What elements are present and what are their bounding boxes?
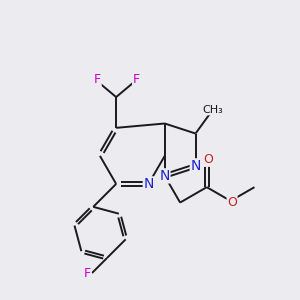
Text: O: O <box>227 196 237 209</box>
Text: N: N <box>143 177 154 191</box>
Text: CH₃: CH₃ <box>203 105 224 115</box>
Text: N: N <box>190 159 201 173</box>
Text: F: F <box>84 266 91 280</box>
Text: N: N <box>160 169 170 183</box>
Text: F: F <box>94 74 101 86</box>
Text: O: O <box>203 153 213 166</box>
Text: F: F <box>133 74 140 86</box>
